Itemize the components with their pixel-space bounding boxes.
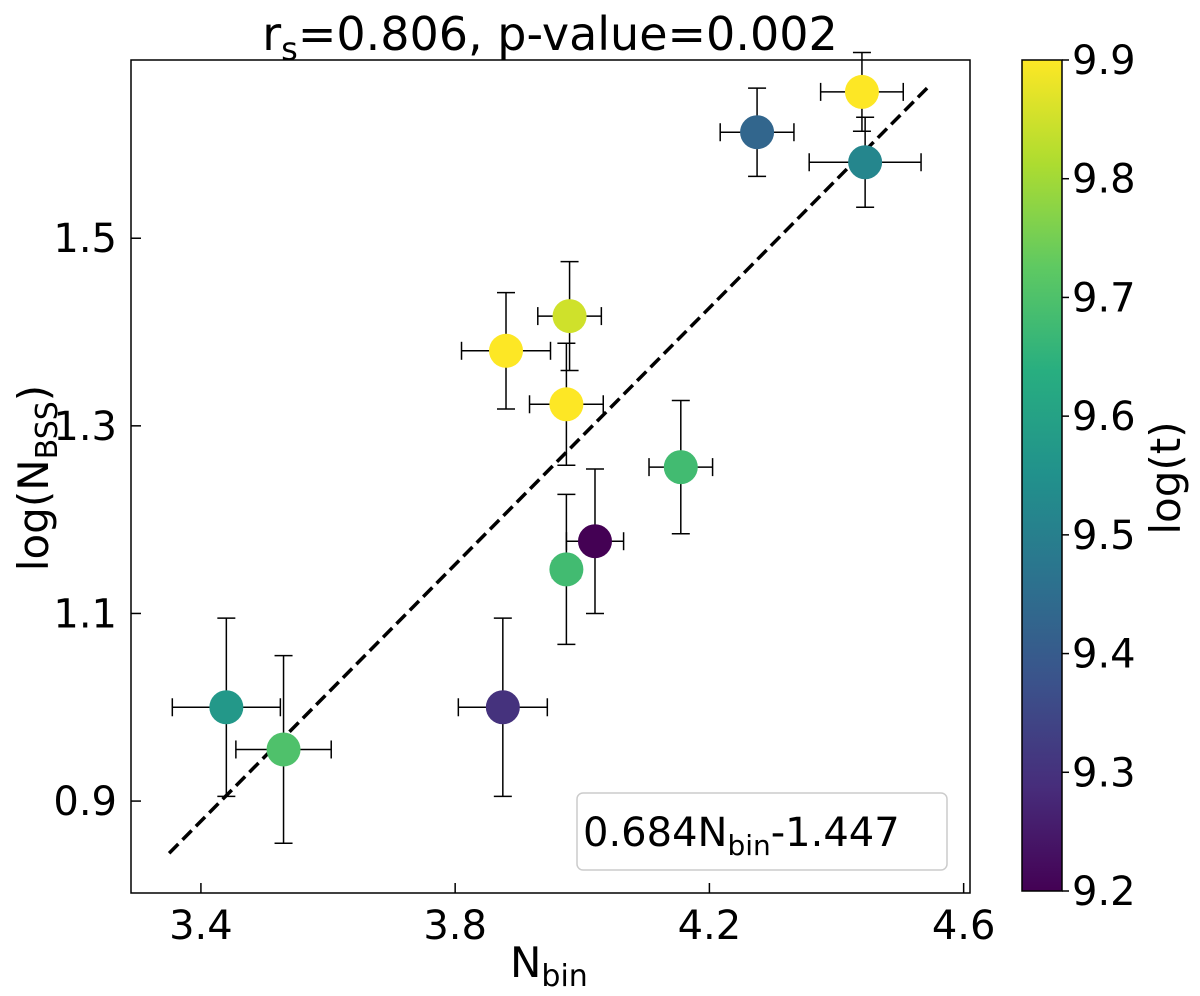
colorbar-label: log(t) xyxy=(1141,421,1190,534)
x-axis-label: Nbin xyxy=(510,938,588,994)
colorbar-tick-label: 9.7 xyxy=(1072,275,1136,321)
x-tick-label: 3.4 xyxy=(169,903,233,949)
y-tick-label: 0.9 xyxy=(53,779,117,825)
data-point xyxy=(485,690,520,725)
data-point xyxy=(740,115,775,150)
colorbar-tick-label: 9.6 xyxy=(1072,394,1136,440)
y-tick-label: 1.1 xyxy=(53,591,117,637)
y-axis-label: log(NBSS) xyxy=(9,385,65,571)
colorbar-ticks: 9.2 9.3 9.4 9.5 9.6 9.7 9.8 9.9 xyxy=(1062,38,1136,915)
plot-area xyxy=(130,59,971,894)
data-point xyxy=(489,333,524,368)
x-tick-label: 4.6 xyxy=(932,903,996,949)
data-point xyxy=(844,74,879,109)
axis-ticks: 3.4 3.8 4.2 4.6 0.9 1.1 1.3 1.5 xyxy=(53,216,995,949)
chart-title: rs=0.806, p-value=0.002 xyxy=(262,7,838,68)
data-point xyxy=(577,524,612,559)
data-points xyxy=(209,74,883,767)
y-tick-label: 1.3 xyxy=(53,404,117,450)
colorbar xyxy=(1021,59,1063,892)
colorbar-tick-label: 9.3 xyxy=(1072,750,1136,796)
y-tick-label: 1.5 xyxy=(53,216,117,262)
data-point xyxy=(549,387,584,422)
colorbar-tick-label: 9.9 xyxy=(1072,38,1136,84)
x-tick-label: 4.2 xyxy=(678,903,742,949)
fit-legend-text: 0.684Nbin-1.447 xyxy=(583,810,900,862)
data-point xyxy=(266,732,301,767)
data-point xyxy=(663,450,698,485)
data-point xyxy=(549,552,584,587)
fit-line xyxy=(167,85,930,855)
colorbar-tick-label: 9.2 xyxy=(1072,869,1136,915)
colorbar-tick-label: 9.4 xyxy=(1072,632,1136,678)
colorbar-tick-label: 9.5 xyxy=(1072,513,1136,559)
data-point xyxy=(209,690,244,725)
fit-legend-box xyxy=(576,792,948,871)
colorbar-tick-label: 9.8 xyxy=(1072,157,1136,203)
data-point xyxy=(552,299,587,334)
x-tick-label: 3.8 xyxy=(423,903,487,949)
data-point xyxy=(848,145,883,180)
fit-line-group xyxy=(167,85,930,855)
